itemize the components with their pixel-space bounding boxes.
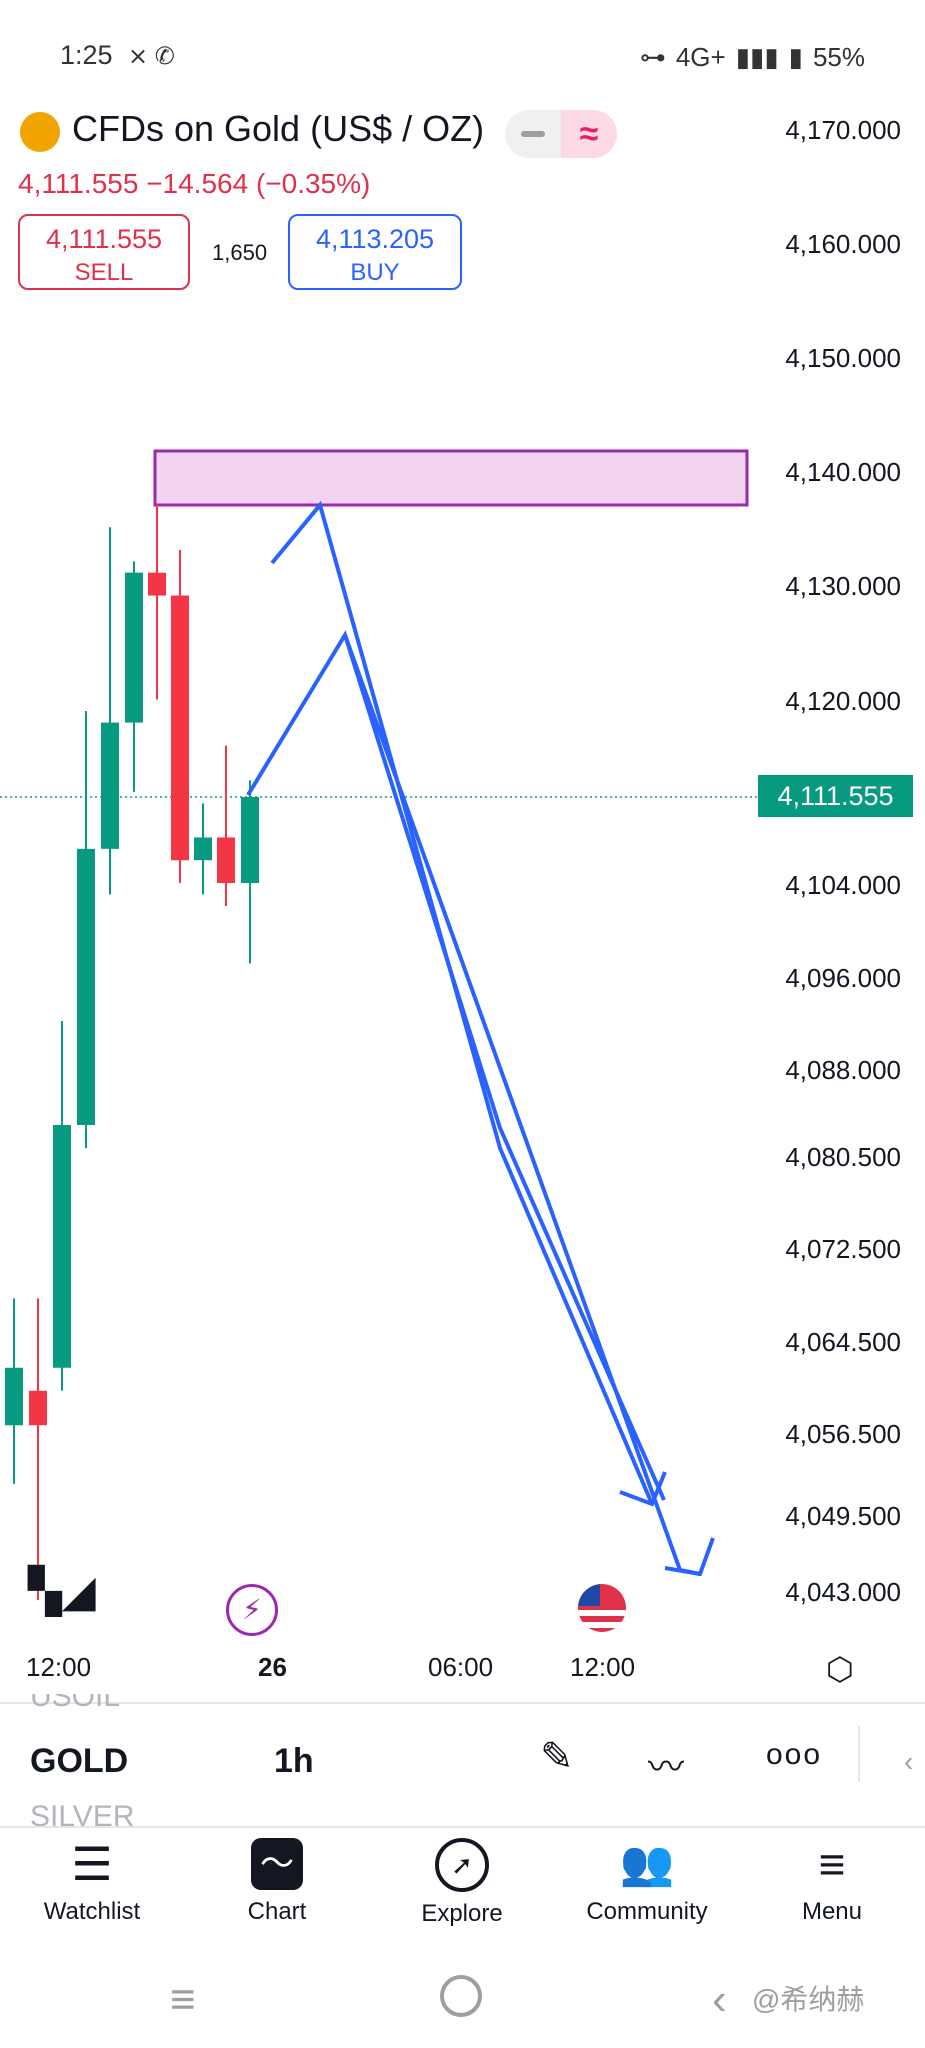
price-tick-label: 4,088.000 <box>785 1055 901 1085</box>
projection-arrow-tail <box>343 634 701 1576</box>
key-icon: ⊶ <box>639 42 666 72</box>
nav-community[interactable]: 👥 Community <box>567 1838 727 1926</box>
divider <box>0 1826 925 1828</box>
nav-label: Community <box>586 1898 708 1925</box>
current-price-tag: 4,111.555 <box>758 775 913 817</box>
candle-body <box>53 1125 71 1368</box>
candle-body <box>77 848 95 1125</box>
community-icon: 👥 <box>619 1839 675 1888</box>
buy-price: 4,113.205 <box>315 224 435 254</box>
price-tick-label: 4,160.000 <box>785 229 901 259</box>
home-icon[interactable] <box>440 1975 482 2017</box>
nav-label: Explore <box>421 1900 503 1927</box>
projection-arrow-inner[interactable] <box>246 630 666 1501</box>
compass-icon: ➚ <box>435 1838 489 1892</box>
price-tick-label: 4,096.000 <box>785 963 901 993</box>
watchlist-icon: ☰ <box>71 1838 113 1890</box>
sell-label: SELL <box>74 259 134 286</box>
status-right: ⊶ 4G+ ▮▮▮ ▮ 55% <box>640 42 865 73</box>
battery-label: 55% <box>812 42 865 72</box>
chevron-left-icon[interactable]: ‹ <box>904 1746 914 1777</box>
time-label: 12:00 <box>570 1652 636 1682</box>
supply-zone[interactable] <box>153 449 749 507</box>
sell-price: 4,111.555 <box>45 224 163 254</box>
wave-icon[interactable]: ≈ <box>561 110 617 158</box>
us-flag-event-icon[interactable] <box>578 1584 626 1632</box>
arrowhead-inner <box>619 1471 667 1507</box>
menu-icon: ≡ <box>818 1838 846 1890</box>
spread-value: 1,650 <box>212 240 268 265</box>
price-tick-label: 4,170.000 <box>785 115 901 145</box>
gold-logo-icon <box>20 112 60 152</box>
candle-body <box>148 572 166 596</box>
nav-label: Chart <box>247 1898 307 1925</box>
notification-icon: ⨯ ✆ <box>128 43 175 70</box>
prev-symbol-text: USOIL <box>30 1694 121 1713</box>
status-bar: 1:25 ⨯ ✆ ⊶ 4G+ ▮▮▮ ▮ 55% <box>0 30 925 80</box>
battery-icon: ▮ <box>788 42 803 72</box>
price-tick-label: 4,080.500 <box>785 1142 901 1172</box>
candle-body <box>241 797 259 883</box>
signal-icon: ▮▮▮ <box>735 42 779 72</box>
price-tick-label: 4,043.000 <box>785 1577 901 1607</box>
candles-group <box>5 504 259 1600</box>
candle-body <box>217 837 235 883</box>
nav-menu[interactable]: ≡ Menu <box>752 1838 912 1926</box>
more-icon[interactable]: ooo <box>766 1738 823 1771</box>
chart-mode-toggle[interactable]: ≈ <box>505 110 617 158</box>
recents-icon[interactable]: ≡ <box>170 1975 196 2024</box>
nav-label: Menu <box>801 1898 863 1925</box>
divider <box>858 1726 860 1782</box>
back-icon[interactable]: ‹ <box>712 1975 727 2024</box>
price-tick-label: 4,056.500 <box>785 1419 901 1449</box>
chart-icon: 〜 <box>251 1838 303 1890</box>
price-tick-label: 4,130.000 <box>785 571 901 601</box>
price-tick-label: 4,072.500 <box>785 1234 901 1264</box>
price-tick-label: 4,104.000 <box>785 870 901 900</box>
candle-body <box>194 837 212 861</box>
price-change: 4,111.555 −14.564 (−0.35%) <box>18 168 371 199</box>
prev-symbol[interactable]: USOIL <box>30 1694 120 1714</box>
tradingview-logo-icon: ▚◢ <box>28 1567 96 1616</box>
price-tick-label: 4,049.500 <box>785 1501 901 1531</box>
watermark: @希纳赫 <box>752 1984 865 2015</box>
indicators-icon[interactable]: 〰 <box>648 1746 685 1787</box>
price-tick-label: 4,150.000 <box>785 343 901 373</box>
nav-watchlist[interactable]: ☰ Watchlist <box>12 1838 172 1926</box>
price-chart[interactable] <box>0 0 925 1640</box>
divider <box>0 1702 925 1704</box>
candle-body <box>5 1367 23 1426</box>
minus-icon[interactable] <box>505 110 561 158</box>
nav-chart[interactable]: 〜 Chart <box>197 1838 357 1926</box>
price-tick-label: 4,120.000 <box>785 686 901 716</box>
page-title[interactable]: CFDs on Gold (US$ / OZ) <box>72 108 485 149</box>
time-label: 26 <box>258 1652 287 1682</box>
buy-button[interactable]: 4,113.205 BUY <box>288 214 462 290</box>
status-time: 1:25 <box>60 40 113 70</box>
candle-body <box>101 722 119 849</box>
candle-body <box>29 1390 47 1426</box>
time-label: 06:00 <box>428 1652 494 1682</box>
lightning-event-icon[interactable]: ⚡ <box>226 1584 278 1636</box>
network-label: 4G+ <box>675 42 726 72</box>
nav-label: Watchlist <box>43 1898 141 1925</box>
candle-body <box>125 572 143 723</box>
projection-arrow-outer[interactable] <box>270 500 654 1505</box>
buy-label: BUY <box>350 259 400 286</box>
candle-body <box>171 595 189 861</box>
price-tick-label: 4,140.000 <box>785 457 901 487</box>
time-label: 12:00 <box>26 1652 92 1682</box>
nav-explore[interactable]: ➚ Explore <box>382 1838 542 1928</box>
pencil-draw-icon[interactable]: ✎ <box>540 1735 574 1779</box>
settings-hexagon-icon[interactable]: ⬡ <box>826 1651 854 1687</box>
sell-button[interactable]: 4,111.555 SELL <box>18 214 190 290</box>
next-symbol-text: SILVER <box>30 1800 135 1826</box>
next-symbol[interactable]: SILVER <box>30 1800 135 1826</box>
price-tick-label: 4,064.500 <box>785 1327 901 1357</box>
symbol-selector[interactable]: GOLD <box>30 1742 129 1780</box>
interval-selector[interactable]: 1h <box>274 1742 314 1780</box>
